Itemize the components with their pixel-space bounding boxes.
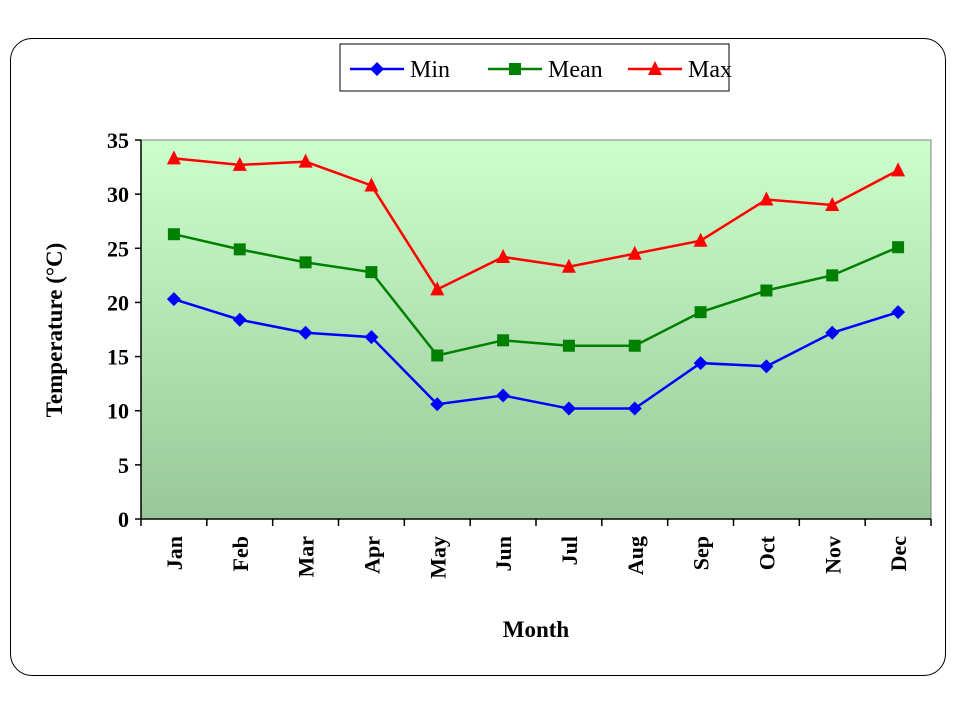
data-point	[562, 339, 575, 352]
data-point	[693, 356, 708, 371]
data-point	[298, 153, 313, 168]
x-tick-label: Jun	[491, 536, 516, 571]
legend-marker	[509, 63, 521, 75]
y-tick-label: 0	[118, 507, 129, 532]
data-point	[299, 256, 312, 269]
data-point	[694, 306, 707, 319]
y-tick-label: 15	[107, 345, 129, 370]
data-point	[233, 243, 246, 256]
data-point	[759, 359, 774, 374]
data-point	[496, 248, 511, 263]
data-point	[232, 156, 247, 171]
y-tick-label: 30	[107, 182, 129, 207]
y-tick-label: 25	[107, 236, 129, 261]
series-layer	[166, 150, 906, 416]
legend-item-min: Min	[350, 57, 450, 83]
x-axis-title: Month	[503, 617, 570, 642]
y-tick-label: 35	[107, 128, 129, 153]
data-point	[365, 266, 378, 279]
series-max	[166, 150, 906, 296]
x-tick-label: Mar	[294, 536, 319, 578]
x-tick-label: Jul	[557, 536, 582, 565]
data-point	[693, 232, 708, 247]
x-tick-label: Feb	[228, 536, 253, 571]
data-point	[759, 191, 774, 206]
data-point	[430, 281, 445, 296]
series-line	[173, 297, 899, 410]
x-tick-label: Sep	[689, 536, 714, 570]
x-tick-label: Aug	[623, 536, 648, 575]
data-point	[496, 388, 511, 403]
legend-label: Max	[688, 57, 732, 83]
data-point	[232, 312, 247, 327]
x-tick-label: Oct	[754, 535, 779, 570]
data-point	[825, 196, 840, 211]
legend-label: Mean	[548, 57, 603, 83]
data-point	[627, 401, 642, 416]
x-tick-label: Apr	[359, 536, 384, 574]
legend-item-max: Max	[628, 57, 732, 83]
data-point	[497, 334, 510, 347]
series-mean	[167, 228, 905, 362]
legend: Min Mean Max	[339, 43, 732, 92]
data-point	[627, 245, 642, 260]
data-point	[891, 162, 906, 177]
series-line	[173, 232, 899, 357]
data-point	[431, 349, 444, 362]
y-tick-label: 20	[107, 290, 129, 315]
x-tick-label: May	[425, 536, 450, 579]
y-tick-label: 10	[107, 399, 129, 424]
x-tick-label: Dec	[886, 536, 911, 572]
series-min	[166, 292, 906, 416]
y-tick-label: 5	[118, 453, 129, 478]
axes: 0 5 10 15 20 25 30 35 Jan Feb Mar Apr May Jun Jul Aug Se…	[107, 128, 932, 579]
legend-box	[339, 43, 730, 92]
legend-marker	[648, 61, 662, 75]
legend-marker	[370, 62, 384, 76]
data-point	[364, 330, 379, 345]
legend-label: Min	[410, 57, 450, 83]
data-point	[166, 292, 181, 307]
data-point	[760, 284, 773, 297]
data-point	[628, 339, 641, 352]
data-point	[891, 305, 906, 320]
series-line	[173, 157, 899, 292]
data-point	[364, 177, 379, 192]
data-point	[298, 325, 313, 340]
data-point	[166, 150, 181, 165]
legend-item-mean: Mean	[488, 57, 603, 83]
y-axis-title: Temperature (°C)	[42, 243, 67, 418]
data-point	[826, 269, 839, 282]
data-point	[561, 401, 576, 416]
data-point	[167, 228, 180, 241]
data-point	[561, 258, 576, 273]
data-point	[825, 325, 840, 340]
data-point	[892, 241, 905, 254]
plot-area	[140, 139, 932, 520]
x-tick-label: Nov	[820, 536, 845, 574]
data-point	[430, 397, 445, 412]
x-tick-label: Jan	[162, 536, 187, 570]
